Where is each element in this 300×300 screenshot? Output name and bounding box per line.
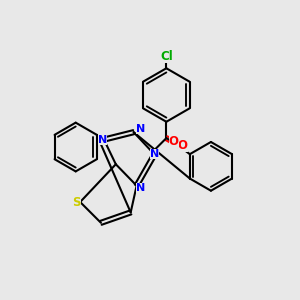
Text: O: O (169, 135, 178, 148)
Text: Cl: Cl (160, 50, 173, 63)
Text: N: N (136, 183, 145, 193)
Text: O: O (178, 139, 188, 152)
Text: N: N (98, 135, 107, 145)
Text: N: N (136, 124, 146, 134)
Text: N: N (150, 149, 159, 160)
Text: S: S (72, 196, 81, 208)
